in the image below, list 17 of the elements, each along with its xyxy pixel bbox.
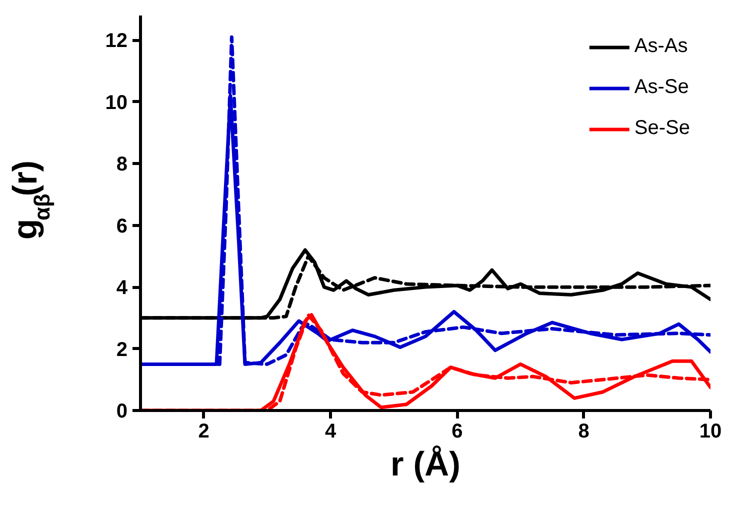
x-axis-title: r (Å) xyxy=(390,446,460,484)
y-tick-label: 6 xyxy=(116,215,128,238)
x-tick-label: 8 xyxy=(578,420,590,442)
y-tick-label: 8 xyxy=(116,154,128,176)
x-tick-label: 10 xyxy=(699,420,722,442)
legend-label: Se-Se xyxy=(634,117,690,140)
y-tick-label: 0 xyxy=(116,400,128,422)
y-tick-label: 12 xyxy=(105,30,128,52)
y-tick-label: 4 xyxy=(116,277,128,300)
legend-label: As-As xyxy=(634,35,688,58)
x-tick-label: 6 xyxy=(452,420,463,442)
x-tick-label: 4 xyxy=(324,420,337,442)
legend-label: As-Se xyxy=(634,76,689,99)
y-axis-title: gαβ(r) xyxy=(6,160,54,240)
y-tick-label: 2 xyxy=(116,338,128,361)
x-tick-label: 2 xyxy=(198,420,210,442)
y-tick-label: 10 xyxy=(105,92,128,114)
